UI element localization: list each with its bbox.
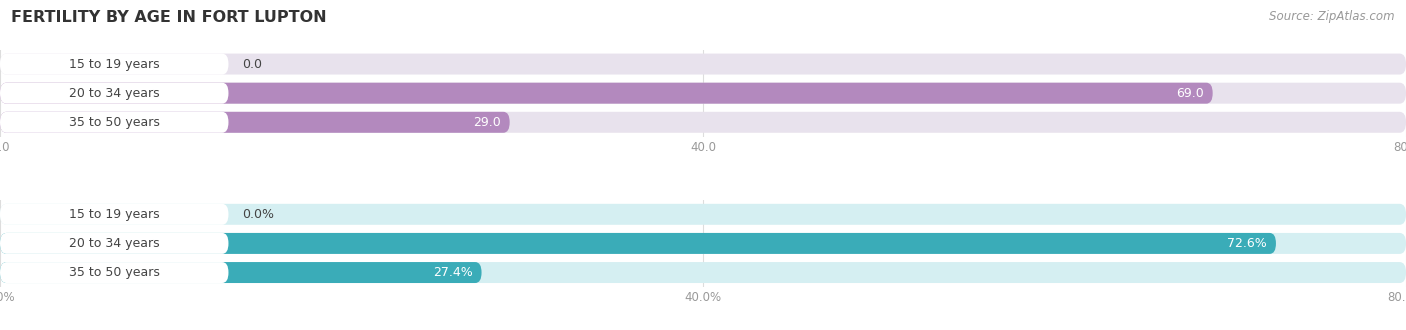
Text: 0.0: 0.0 bbox=[243, 57, 263, 71]
FancyBboxPatch shape bbox=[0, 233, 1277, 254]
Text: 35 to 50 years: 35 to 50 years bbox=[69, 116, 160, 129]
FancyBboxPatch shape bbox=[0, 262, 481, 283]
Text: 15 to 19 years: 15 to 19 years bbox=[69, 208, 159, 221]
Text: 20 to 34 years: 20 to 34 years bbox=[69, 87, 159, 100]
Text: FERTILITY BY AGE IN FORT LUPTON: FERTILITY BY AGE IN FORT LUPTON bbox=[11, 10, 326, 25]
FancyBboxPatch shape bbox=[0, 112, 509, 133]
Text: 20 to 34 years: 20 to 34 years bbox=[69, 237, 159, 250]
FancyBboxPatch shape bbox=[0, 262, 1406, 283]
Text: 27.4%: 27.4% bbox=[433, 266, 472, 279]
Text: 72.6%: 72.6% bbox=[1227, 237, 1267, 250]
FancyBboxPatch shape bbox=[0, 83, 1212, 104]
FancyBboxPatch shape bbox=[0, 112, 228, 133]
FancyBboxPatch shape bbox=[0, 233, 228, 254]
Text: 15 to 19 years: 15 to 19 years bbox=[69, 57, 159, 71]
Text: 35 to 50 years: 35 to 50 years bbox=[69, 266, 160, 279]
FancyBboxPatch shape bbox=[0, 53, 228, 75]
Text: Source: ZipAtlas.com: Source: ZipAtlas.com bbox=[1270, 10, 1395, 23]
FancyBboxPatch shape bbox=[0, 83, 228, 104]
FancyBboxPatch shape bbox=[0, 112, 1406, 133]
Text: 69.0: 69.0 bbox=[1177, 87, 1204, 100]
FancyBboxPatch shape bbox=[0, 53, 1406, 75]
FancyBboxPatch shape bbox=[0, 83, 1406, 104]
Text: 0.0%: 0.0% bbox=[243, 208, 274, 221]
FancyBboxPatch shape bbox=[0, 204, 228, 225]
FancyBboxPatch shape bbox=[0, 204, 1406, 225]
FancyBboxPatch shape bbox=[0, 262, 228, 283]
Text: 29.0: 29.0 bbox=[474, 116, 501, 129]
FancyBboxPatch shape bbox=[0, 233, 1406, 254]
